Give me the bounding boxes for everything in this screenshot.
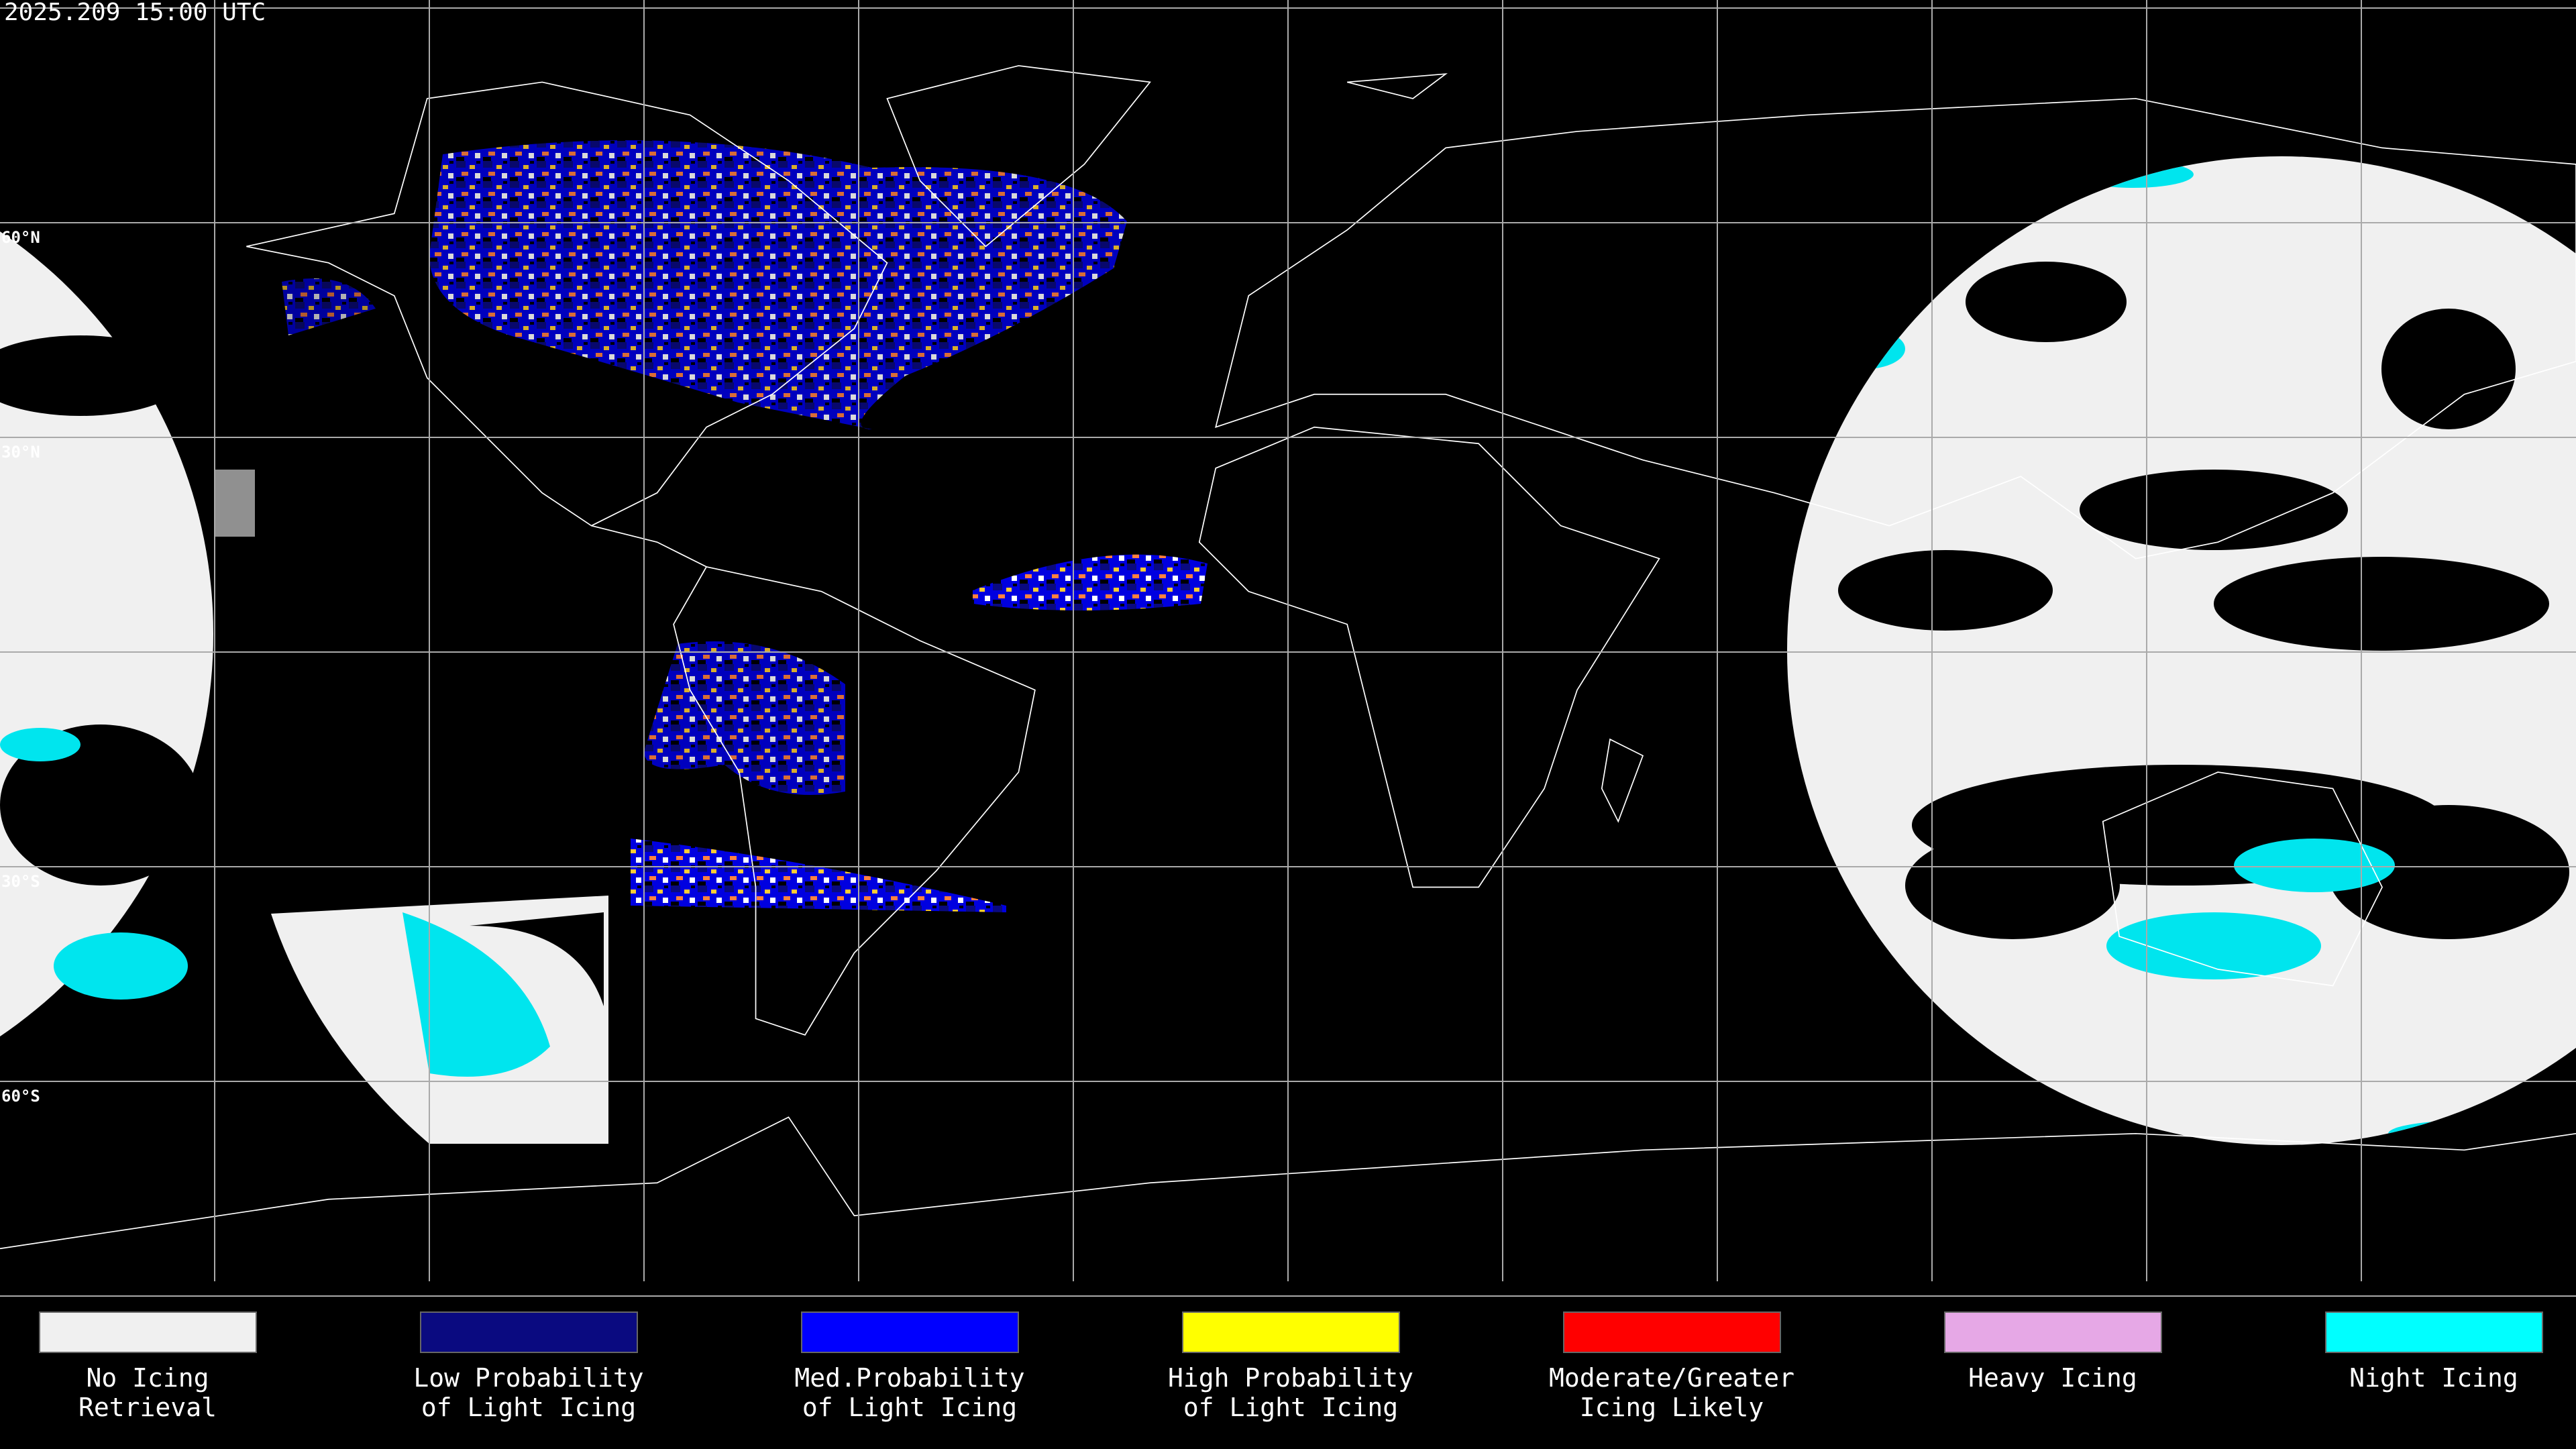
legend-swatch	[1563, 1311, 1781, 1353]
legend-swatch	[2325, 1311, 2543, 1353]
legend-label: Retrieval	[78, 1393, 217, 1422]
timestamp: 2025.209 15:00 UTC	[4, 0, 266, 26]
legend-label: of Light Icing	[802, 1393, 1017, 1422]
legend-label: Night Icing	[2349, 1363, 2518, 1393]
legend-label: Moderate/Greater	[1549, 1363, 1794, 1393]
latitude-label: 60°S	[1, 1087, 40, 1106]
legend-swatch	[420, 1311, 638, 1353]
coastlines	[0, 65, 2576, 1250]
legend-swatch	[1944, 1311, 2162, 1353]
legend-label: Icing Likely	[1580, 1393, 1764, 1422]
legend-swatch	[801, 1311, 1019, 1353]
graticule	[0, 0, 2576, 1297]
legend-swatch	[39, 1311, 257, 1353]
legend-swatch	[1182, 1311, 1400, 1353]
legend-label: Med.Probability	[794, 1363, 1024, 1393]
legend-label: Heavy Icing	[1968, 1363, 2137, 1393]
latitude-label: 30°S	[1, 872, 40, 891]
latitude-label: 30°N	[1, 443, 40, 462]
legend-label: No Icing	[86, 1363, 209, 1393]
legend-label: High Probability	[1168, 1363, 1413, 1393]
legend-label: of Light Icing	[421, 1393, 636, 1422]
legend-label: Low Probability	[413, 1363, 643, 1393]
latitude-label: 60°N	[1, 228, 40, 247]
legend-label: of Light Icing	[1183, 1393, 1398, 1422]
latitude-labels: 60°N 30°N 30°S 60°S	[1, 228, 40, 1106]
